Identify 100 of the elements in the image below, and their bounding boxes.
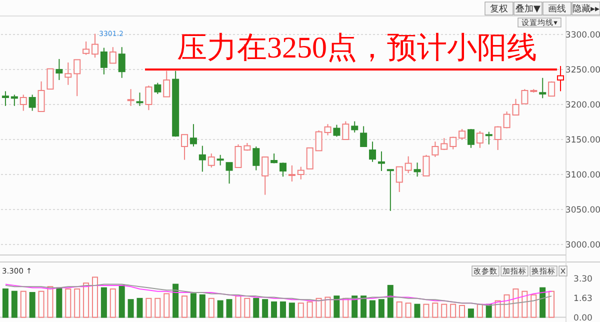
text: 复权 [490, 4, 508, 15]
bar [20, 290, 26, 318]
candlestick [64, 62, 72, 86]
candlestick [109, 46, 116, 64]
candlestick [181, 134, 188, 160]
bar [441, 304, 448, 318]
y-tick-label: 3200.00 [565, 100, 600, 110]
candlestick [369, 141, 376, 162]
bar [476, 304, 483, 318]
bar [226, 299, 232, 318]
candlestick [234, 144, 242, 168]
bar [11, 290, 18, 318]
candlestick [280, 162, 286, 178]
candlestick [324, 124, 332, 136]
bar [369, 300, 376, 318]
bar [468, 308, 474, 318]
bar [208, 298, 214, 318]
y-tick-label: 3250.00 [565, 65, 600, 76]
bar [74, 288, 80, 318]
bar [414, 304, 420, 318]
candlestick [494, 126, 502, 150]
bar [128, 299, 134, 318]
bar [522, 290, 528, 318]
candlestick [333, 124, 340, 138]
bar [271, 301, 278, 318]
bar [352, 296, 358, 318]
bar [164, 293, 170, 318]
candlestick [432, 141, 439, 158]
text: 画线 [548, 4, 566, 15]
bar [92, 276, 98, 318]
candlestick [396, 166, 403, 192]
candlestick [503, 111, 510, 129]
y-tick-label: 0.00 [574, 313, 592, 322]
bar [136, 298, 143, 318]
bar [262, 299, 268, 318]
bar [110, 288, 116, 318]
candlestick [539, 77, 546, 99]
ref-line-label: 压力在3250点，预计小阳线 [177, 32, 537, 64]
candlestick [476, 130, 484, 148]
y-tick-label: 3150.00 [565, 135, 600, 146]
y-tick-label: 3050.00 [565, 205, 600, 216]
candlestick [404, 156, 412, 174]
bar [65, 288, 72, 318]
bar [217, 300, 224, 318]
candlestick [226, 162, 233, 184]
candlestick [422, 154, 430, 176]
candlestick [485, 131, 492, 145]
bar [512, 288, 519, 318]
bar [387, 284, 394, 318]
bar [540, 287, 546, 318]
candlestick [28, 94, 36, 112]
candlestick [127, 88, 134, 106]
candlestick [20, 94, 27, 112]
text: 隐藏▸▸ [572, 4, 600, 15]
candlestick [216, 154, 224, 166]
bar [235, 296, 242, 318]
candlestick [450, 136, 457, 150]
bar [342, 298, 349, 318]
y-tick-label: 1.63 [574, 294, 592, 304]
candlestick [458, 128, 466, 140]
text: 叠加▼ [516, 4, 541, 15]
candlestick [360, 126, 368, 147]
candlestick [306, 147, 314, 170]
candlestick [557, 66, 564, 92]
candlestick [100, 47, 108, 75]
candlestick [145, 85, 152, 111]
bar [378, 299, 384, 318]
bar [450, 304, 456, 318]
candlestick [118, 46, 126, 78]
candlestick [297, 166, 304, 180]
bar [253, 298, 260, 318]
bar [47, 286, 54, 318]
candlestick [351, 120, 358, 133]
y-tick-label: 3000.00 [565, 240, 600, 250]
candlestick [386, 169, 394, 212]
candlestick [46, 68, 54, 90]
y-tick-label: 3300.00 [565, 30, 600, 40]
candlestick [198, 145, 206, 172]
candlestick [2, 90, 9, 106]
bar [306, 301, 313, 318]
bar [190, 293, 196, 318]
candlestick [208, 153, 215, 168]
bar [154, 298, 161, 318]
candlestick [342, 120, 350, 140]
candlestick [190, 124, 197, 147]
bar [2, 288, 8, 318]
bar [316, 298, 322, 318]
candlestick [163, 70, 170, 98]
candlestick [262, 156, 269, 196]
candlestick [288, 164, 296, 182]
bar [29, 292, 36, 318]
bar [182, 296, 188, 318]
bar [38, 290, 44, 318]
candlestick [92, 33, 98, 58]
bar [118, 284, 125, 318]
candlestick [468, 128, 474, 148]
bar [288, 302, 295, 318]
y-tick-label: 3.30 [574, 274, 592, 284]
bar [172, 284, 179, 318]
bar [459, 305, 466, 318]
